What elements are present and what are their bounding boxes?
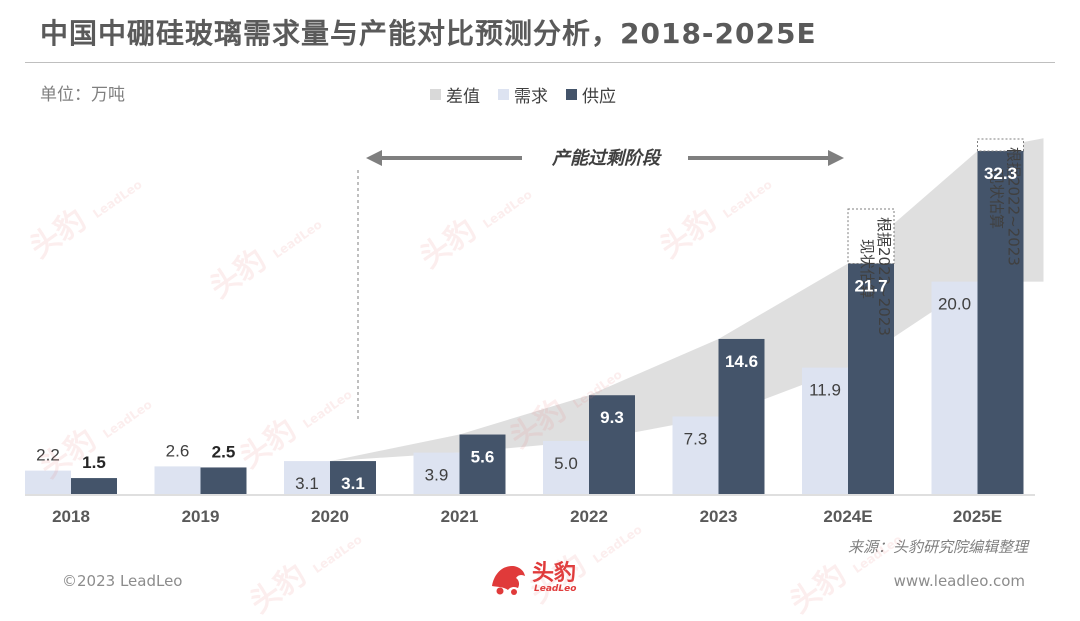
supply-bar	[330, 461, 376, 494]
unit-label: 单位：万吨	[40, 85, 125, 105]
supply-value-label: 9.3	[600, 408, 624, 427]
demand-bar	[413, 452, 460, 494]
estimate-note-line2: 现状估算	[988, 169, 1006, 229]
supply-bar	[200, 467, 247, 494]
estimate-note-line1: 根据2022~2023	[1005, 147, 1023, 266]
supply-bar	[848, 263, 894, 494]
legend-item-gap: 差值	[430, 82, 480, 107]
x-tick-label: 2024E	[823, 507, 872, 526]
supply-bar	[977, 150, 1024, 494]
x-tick-label: 2022	[570, 507, 608, 526]
estimate-note-frame	[977, 138, 1024, 152]
demand-bar	[931, 281, 978, 494]
x-tick-label: 2019	[182, 507, 220, 526]
legend-label-gap: 差值	[446, 87, 480, 107]
title-divider	[25, 62, 1055, 63]
demand-value-label: 3.9	[425, 466, 449, 485]
logo-text-cn: 头豹	[532, 560, 577, 586]
demand-value-label: 2.2	[36, 446, 60, 465]
demand-value-label: 20.0	[938, 295, 971, 314]
legend-item-demand: 需求	[498, 82, 548, 107]
leadleo-logo: 头豹 LeadLeo	[488, 560, 576, 596]
demand-value-label: 2.6	[166, 441, 190, 460]
logo-text-en: LeadLeo	[534, 583, 577, 594]
x-tick-label: 2018	[52, 507, 90, 526]
gap-area	[71, 138, 1044, 471]
demand-swatch-icon	[498, 89, 509, 100]
supply-value-label: 21.7	[854, 277, 887, 296]
demand-value-label: 7.3	[684, 429, 708, 448]
demand-bar	[284, 461, 330, 494]
estimate-note-line2: 现状估算	[858, 239, 876, 299]
estimate-note-line1: 根据2022~2023	[875, 217, 893, 336]
legend-label-demand: 需求	[514, 87, 548, 107]
copyright-text: ©2023 LeadLeo	[62, 572, 183, 590]
demand-value-label: 11.9	[809, 381, 841, 400]
phase-arrow-right-icon	[828, 150, 844, 166]
x-tick-label: 2020	[311, 507, 349, 526]
supply-bar	[71, 478, 117, 494]
demand-bar	[154, 466, 201, 494]
x-tick-label: 2021	[441, 507, 479, 526]
legend-item-supply: 供应	[566, 82, 616, 107]
gap-swatch-icon	[430, 89, 441, 100]
supply-bar	[718, 338, 765, 494]
demand-bar	[672, 416, 719, 494]
demand-value-label: 5.0	[554, 454, 578, 473]
page-title: 中国中硼硅玻璃需求量与产能对比预测分析，2018-2025E	[40, 17, 817, 50]
estimate-note-frame	[847, 208, 895, 265]
demand-bar	[802, 367, 848, 494]
supply-value-label: 5.6	[471, 448, 495, 467]
leopard-logo-icon	[492, 566, 525, 595]
website-link[interactable]: www.leadleo.com	[893, 572, 1025, 590]
supply-value-label: 3.1	[341, 474, 365, 493]
supply-bar	[589, 395, 635, 494]
supply-value-label: 32.3	[984, 164, 1017, 183]
supply-value-label: 1.5	[82, 453, 106, 472]
phase-arrow-left-icon	[366, 150, 382, 166]
demand-bar	[543, 440, 589, 494]
supply-bar	[459, 434, 506, 494]
phase-label: 产能过剩阶段	[551, 148, 662, 169]
supply-value-label: 14.6	[725, 352, 758, 371]
x-tick-label: 2023	[700, 507, 738, 526]
chart-legend: 差值 需求 供应	[430, 82, 616, 107]
legend-label-supply: 供应	[582, 87, 616, 107]
demand-bar	[25, 470, 71, 494]
demand-value-label: 3.1	[295, 474, 319, 493]
supply-value-label: 2.5	[212, 442, 236, 461]
supply-swatch-icon	[566, 89, 577, 100]
source-note: 来源：头豹研究院编辑整理	[847, 538, 1028, 556]
x-tick-label: 2025E	[953, 507, 1002, 526]
